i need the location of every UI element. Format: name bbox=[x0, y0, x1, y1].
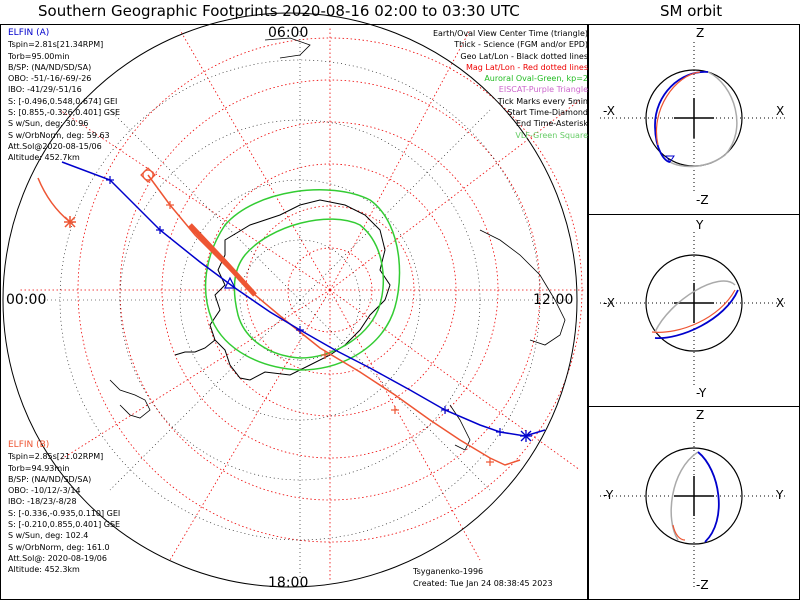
antarctic-peninsula bbox=[174, 339, 216, 356]
elfin-b-science-segment bbox=[188, 223, 257, 297]
orbit-xy-left: -X bbox=[603, 296, 615, 310]
legend-item: EISCAT-Purple Triangle bbox=[498, 85, 588, 95]
elfin-a-line: B/SP: (NA/ND/SD/SA) bbox=[8, 62, 92, 72]
orbit-xz-right: X bbox=[776, 104, 785, 118]
australia bbox=[479, 229, 566, 346]
orbit-title: SM orbit bbox=[660, 2, 723, 20]
elfin-b-line: S w/Sun, deg: 102.4 bbox=[8, 531, 89, 541]
clock-label-left: 00:00 bbox=[6, 292, 47, 308]
elfin-b-end-asterisk bbox=[64, 216, 76, 228]
orbit-xy-top: Y bbox=[696, 218, 704, 232]
antarctica-coastline bbox=[209, 199, 391, 381]
orbit-xy-bottom: -Y bbox=[696, 386, 707, 400]
elfin-a-line: OBO: -51/-16/-69/-26 bbox=[8, 74, 92, 84]
elfin-b-line: OBO: -10/12/-3/14 bbox=[8, 486, 81, 496]
elfin-a-name: ELFIN (A) bbox=[8, 28, 50, 38]
legend-item: Auroral Oval-Green, kp=2 bbox=[484, 74, 588, 84]
orbit-yz-bottom: -Z bbox=[696, 578, 709, 592]
elfin-b-track bbox=[37, 177, 71, 223]
clock-label-right: 12:00 bbox=[533, 292, 574, 308]
elfin-b-line: S: [-0.336,-0.935,0.110] GEI bbox=[8, 508, 121, 518]
legend-item: Geo Lat/Lon - Black dotted lines bbox=[460, 51, 588, 61]
legend-item: Start Time-Diamond bbox=[507, 108, 588, 118]
elfin-a-line: Altitude: 452.7km bbox=[8, 153, 80, 163]
orbit-xz-bottom: -Z bbox=[696, 193, 709, 207]
legend-item: Thick - Science (FGM and/or EPD) bbox=[454, 40, 588, 50]
elfin-a-end-asterisk bbox=[520, 430, 532, 442]
elfin-b-start-diamond bbox=[140, 167, 156, 183]
orbit-yz-top: Z bbox=[696, 408, 705, 422]
elfin-a-line: IBO: -41/29/-51/16 bbox=[8, 85, 82, 95]
new-zealand bbox=[449, 404, 471, 451]
elfin-b-line: Altitude: 452.3km bbox=[8, 565, 80, 575]
legend-item: Earth/Oval View Center Time (triangle) bbox=[432, 29, 588, 38]
elfin-a-line: Torb=95.00min bbox=[8, 51, 70, 61]
orbit-panel-xy bbox=[600, 232, 788, 385]
elfin-a-view-triangle bbox=[224, 276, 236, 289]
south-america bbox=[109, 379, 151, 419]
elfin-b-ticks bbox=[166, 201, 494, 466]
elfin-b-line: B/SP: (NA/ND/SD/SA) bbox=[8, 474, 92, 484]
mag-grid bbox=[20, 28, 585, 580]
orbit-xy-right: X bbox=[776, 296, 785, 310]
elfin-a-line: S w/Sun, deg: 30.96 bbox=[8, 119, 89, 129]
elfin-a-line: Att.Sol@2020-08-15/06 bbox=[8, 141, 102, 151]
elfin-b-track-main bbox=[147, 174, 521, 466]
elfin-a-ticks bbox=[106, 176, 504, 436]
orbit-panel-xz bbox=[600, 42, 788, 192]
auroral-oval-outer bbox=[204, 189, 401, 371]
elfin-b-line: Tspin=2.85s[21.02RPM] bbox=[8, 452, 104, 462]
elfin-b-line: S w/OrbNorm, deg: 161.0 bbox=[8, 542, 110, 552]
elfin-a-line: Tspin=2.81s[21.34RPM] bbox=[8, 40, 104, 50]
legend-item: Tick Marks every 5min bbox=[497, 96, 588, 106]
orbit-yz-left: -Y bbox=[603, 488, 614, 502]
chart-title: Southern Geographic Footprints 2020-08-1… bbox=[38, 2, 520, 20]
map-legend: Earth/Oval View Center Time (triangle) T… bbox=[433, 28, 588, 141]
elfin-b-line: Att.Sol@: 2020-08-19/06 bbox=[8, 553, 107, 563]
elfin-a-info: ELFIN (A) Tspin=2.81s[21.34RPM] Torb=95.… bbox=[8, 28, 120, 164]
elfin-a-track bbox=[61, 161, 546, 437]
africa bbox=[264, 37, 311, 59]
elfin-a-line: S: [0.855,-0.326,0.401] GSE bbox=[8, 108, 121, 118]
model-credit: Tsyganenko-1996 bbox=[413, 567, 484, 576]
orbit-xz-left: -X bbox=[603, 104, 615, 118]
elfin-b-line: S: [-0.210,0.855,0.401] GSE bbox=[8, 520, 121, 530]
earth-limb bbox=[2, 12, 578, 588]
legend-item: Mag Lat/Lon - Red dotted lines bbox=[465, 62, 588, 72]
legend-item: End Time-Asterisk bbox=[515, 119, 588, 129]
clock-label-bottom: 18:00 bbox=[268, 575, 309, 591]
clock-label-top: 06:00 bbox=[268, 25, 309, 41]
orbit-xz-top: Z bbox=[696, 26, 705, 40]
auroral-oval-inner bbox=[233, 218, 384, 359]
geo-grid bbox=[30, 30, 570, 580]
orbit-panel-yz bbox=[600, 422, 788, 588]
polar-map bbox=[2, 12, 585, 588]
legend-item: VLF-Green Square bbox=[515, 130, 588, 140]
orbit-yz-right: Y bbox=[776, 488, 784, 502]
elfin-b-line: Torb=94.93min bbox=[8, 463, 70, 473]
elfin-b-info: ELFIN (B) Tspin=2.85s[21.02RPM] Torb=94.… bbox=[8, 440, 120, 576]
created-timestamp: Created: Tue Jan 24 08:38:45 2023 bbox=[413, 579, 553, 588]
elfin-a-line: S w/OrbNorm, deg: 59.63 bbox=[8, 130, 110, 140]
elfin-a-line: S: [-0.496,0.548,0.674] GEI bbox=[8, 96, 118, 106]
elfin-b-line: IBO: -18/23/-8/28 bbox=[8, 497, 77, 507]
elfin-b-name: ELFIN (B) bbox=[8, 440, 50, 450]
